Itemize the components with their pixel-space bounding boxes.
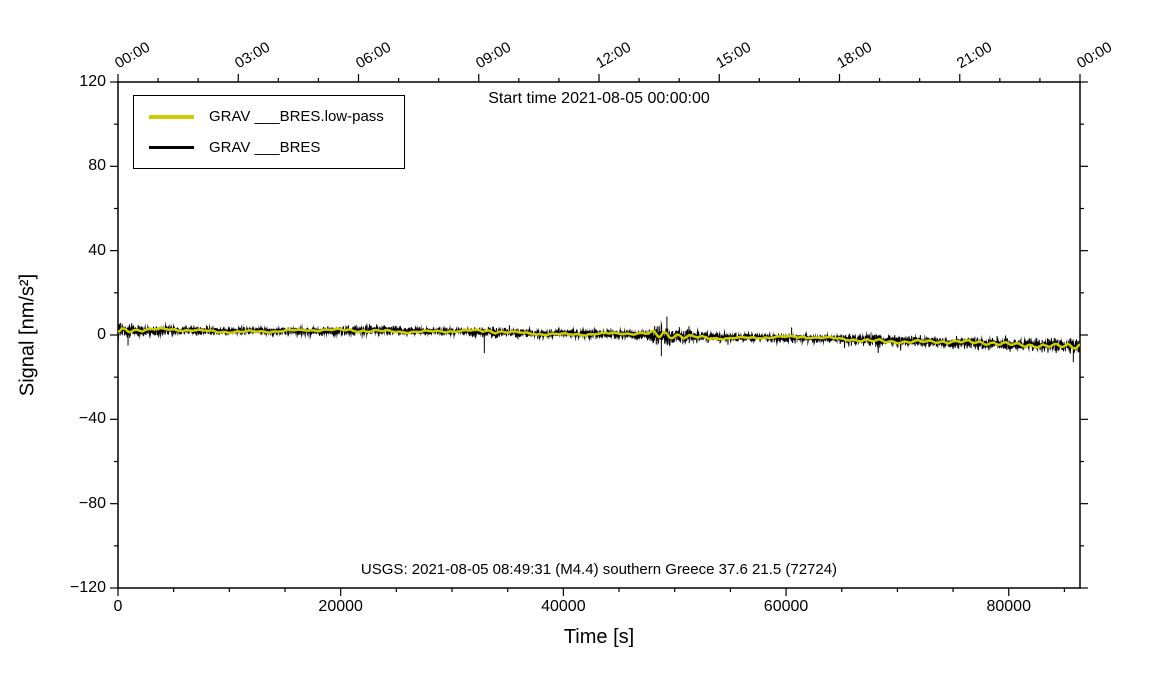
legend-item-raw: GRAV ___BRES: [149, 139, 384, 156]
chart-title: Start time 2021-08-05 00:00:00: [488, 90, 710, 107]
y-tick-label: 40: [88, 241, 106, 259]
y-axis-label: Signal [nm/s²]: [16, 273, 39, 397]
legend-line-lowpass-swatch: [149, 114, 194, 119]
legend-label-raw: GRAV ___BRES: [209, 139, 321, 156]
x-axis-label: Time [s]: [563, 626, 635, 648]
y-tick-label: −40: [78, 410, 106, 428]
y-tick-label: 0: [97, 326, 106, 343]
x-tick-label-bottom: 0: [113, 598, 123, 615]
y-tick-label: −80: [78, 494, 106, 512]
y-tick-label: −120: [69, 579, 106, 596]
x-tick-label-bottom: 80000: [986, 598, 1031, 615]
legend-line-raw-swatch: [149, 146, 194, 149]
x-tick-label-bottom: 20000: [318, 598, 363, 615]
x-tick-label-bottom: 40000: [541, 598, 586, 615]
y-tick-label: 80: [88, 157, 106, 175]
legend: GRAV ___BRES.low-pass GRAV ___BRES: [133, 95, 405, 169]
legend-item-lowpass: GRAV ___BRES.low-pass: [149, 108, 384, 125]
x-tick-label-bottom: 60000: [763, 598, 809, 615]
event-annotation: USGS: 2021-08-05 08:49:31 (M4.4) souther…: [360, 561, 838, 578]
y-tick-label: 120: [79, 73, 106, 90]
legend-label-lowpass: GRAV ___BRES.low-pass: [209, 108, 384, 125]
